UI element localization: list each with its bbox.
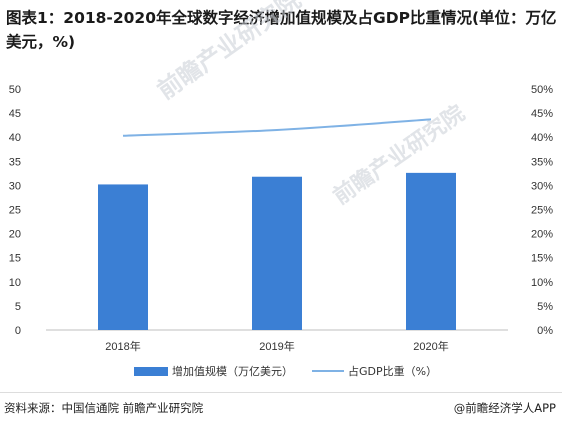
- left-tick-label: 20: [9, 229, 21, 241]
- x-tick-label: 2019年: [259, 339, 294, 353]
- legend-swatch-bar: [134, 367, 168, 376]
- x-axis: 2018年 2019年 2020年: [105, 339, 448, 353]
- brand-credit: @前瞻经济学人APP: [453, 401, 556, 415]
- legend-label-bar: 增加值规模（万亿美元）: [172, 364, 293, 378]
- right-tick-label: 45%: [531, 108, 553, 120]
- right-tick-label: 20%: [531, 229, 553, 241]
- footer-divider: [0, 392, 562, 393]
- watermark-0: 前瞻产业研究院: [152, 0, 306, 105]
- right-tick-label: 40%: [531, 132, 553, 144]
- bar-series: [98, 172, 456, 330]
- left-tick-label: 35: [9, 156, 21, 168]
- right-tick-label: 50%: [531, 84, 553, 96]
- left-tick-label: 25: [9, 205, 21, 217]
- line-path: [122, 118, 432, 137]
- line-series: [122, 118, 432, 137]
- bar: [252, 176, 302, 330]
- right-tick-label: 25%: [531, 205, 553, 217]
- left-tick-label: 30: [9, 180, 21, 192]
- left-tick-label: 5: [15, 301, 21, 313]
- right-tick-label: 5%: [537, 301, 553, 313]
- right-tick-label: 0%: [537, 325, 553, 337]
- right-axis: 0% 5% 10% 15% 20% 25% 30% 35% 40% 45% 50%: [531, 84, 553, 337]
- left-tick-label: 10: [9, 277, 21, 289]
- right-tick-label: 15%: [531, 253, 553, 265]
- x-tick-label: 2020年: [413, 339, 448, 353]
- right-tick-label: 10%: [531, 277, 553, 289]
- legend-label-line: 占GDP比重（%）: [348, 364, 437, 378]
- x-tick-label: 2018年: [105, 339, 140, 353]
- bar: [406, 172, 456, 330]
- left-tick-label: 45: [9, 108, 21, 120]
- legend: 增加值规模（万亿美元） 占GDP比重（%）: [134, 364, 437, 378]
- left-tick-label: 40: [9, 132, 21, 144]
- left-axis: 0 5 10 15 20 25 30 35 40 45 50: [9, 84, 21, 337]
- left-tick-label: 15: [9, 253, 21, 265]
- left-tick-label: 50: [9, 84, 21, 96]
- right-tick-label: 30%: [531, 180, 553, 192]
- bar: [98, 184, 148, 330]
- right-tick-label: 35%: [531, 156, 553, 168]
- left-tick-label: 0: [15, 325, 21, 337]
- chart-title: 图表1：2018-2020年全球数字经济增加值规模及占GDP比重情况(单位：万亿…: [6, 9, 557, 51]
- source-note: 资料来源：中国信通院 前瞻产业研究院: [4, 401, 204, 415]
